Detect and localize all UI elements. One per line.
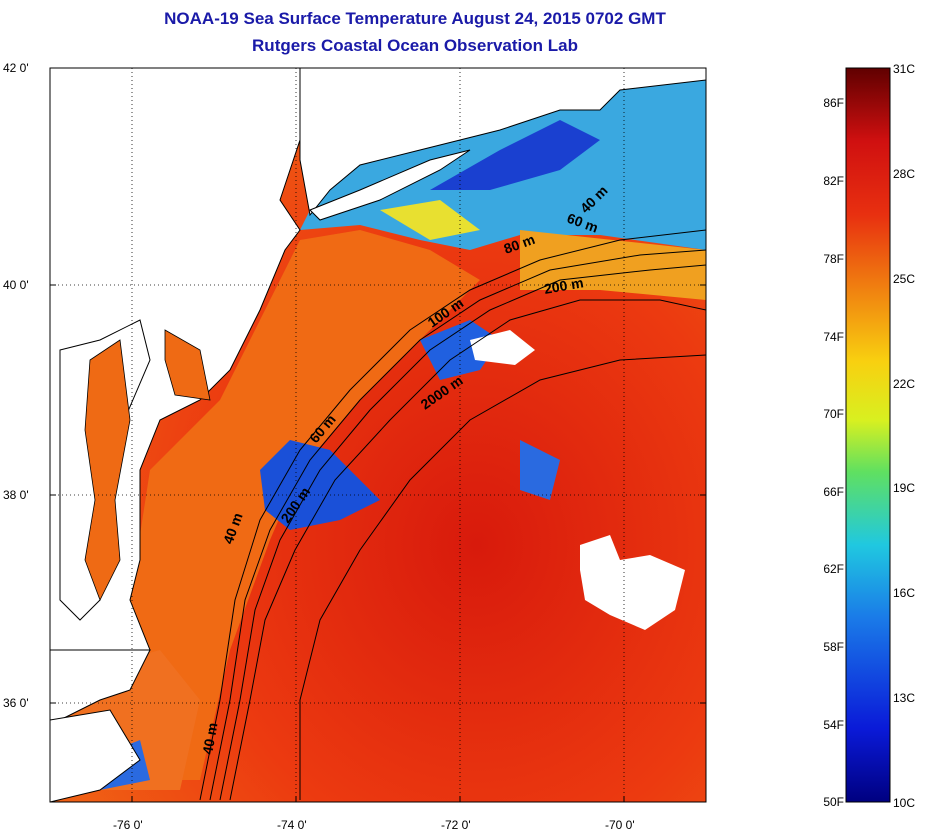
colorbar-c-label: 22C xyxy=(893,377,916,391)
lon-label: -72 0' xyxy=(441,818,471,832)
lon-label: -74 0' xyxy=(277,818,307,832)
colorbar-f-label: 54F xyxy=(823,718,844,732)
long-island xyxy=(309,149,471,221)
new-england-coast xyxy=(299,68,706,217)
colorbar-f-label: 62F xyxy=(823,562,844,576)
tick-marks xyxy=(50,67,706,802)
colorbar-f-label: 58F xyxy=(823,640,844,654)
carolina-sounds xyxy=(50,709,141,802)
contour-label: 40 m xyxy=(199,721,220,755)
colorbar-f-label: 86F xyxy=(823,96,844,110)
colorbar-c-label: 25C xyxy=(893,272,916,286)
colorbar-c-label: 16C xyxy=(893,586,916,600)
colorbar-c-label: 28C xyxy=(893,167,916,181)
warm-edge xyxy=(520,230,706,300)
cold-filament xyxy=(260,440,380,530)
colorbar-f-label: 74F xyxy=(823,330,844,344)
lat-label: 40 0' xyxy=(3,278,29,292)
colorbar-f-label: 82F xyxy=(823,174,844,188)
lon-label: -76 0' xyxy=(113,818,143,832)
lat-label: 38 0' xyxy=(3,488,29,502)
colorbar-c-label: 31C xyxy=(893,62,916,76)
cloud-gap xyxy=(470,330,535,365)
cold-patch xyxy=(520,440,560,500)
cold-eddy xyxy=(420,320,500,380)
cloud-gap xyxy=(580,535,685,630)
colorbar-c-label: 13C xyxy=(893,691,916,705)
colorbar-c-label: 19C xyxy=(893,481,916,495)
colorbar-c-label: 10C xyxy=(893,796,916,810)
colorbar-f-label: 50F xyxy=(823,795,844,809)
contour-label: 200 m xyxy=(543,274,585,297)
bathymetry-contours xyxy=(199,229,706,801)
colorbar-f-label: 70F xyxy=(823,407,844,421)
north-carolina xyxy=(50,649,151,721)
delaware-bay xyxy=(164,329,211,401)
colorbar-f-label: 78F xyxy=(823,252,844,266)
transition-water xyxy=(380,200,480,240)
cold-core xyxy=(430,120,600,190)
figure-subtitle: Rutgers Coastal Ocean Observation Lab xyxy=(252,36,578,55)
lat-label: 36 0' xyxy=(3,696,29,710)
lon-label: -70 0' xyxy=(605,818,635,832)
colorbar xyxy=(845,67,891,803)
graticule xyxy=(50,68,706,802)
lat-label: 42 0' xyxy=(3,61,29,75)
colorbar-f-label: 66F xyxy=(823,485,844,499)
figure-title: NOAA-19 Sea Surface Temperature August 2… xyxy=(164,9,666,28)
map-border xyxy=(49,67,707,803)
chesapeake-bay xyxy=(84,339,131,601)
